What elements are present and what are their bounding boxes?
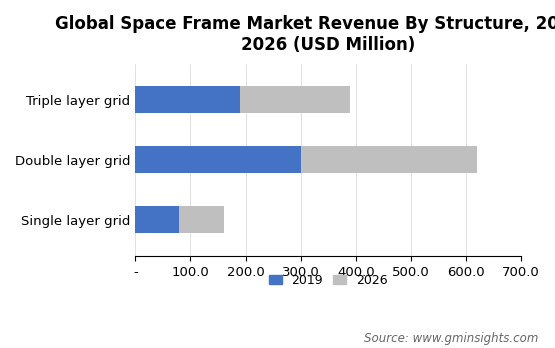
Bar xyxy=(135,206,179,234)
Title: Global Space Frame Market Revenue By Structure, 2019 &
2026 (USD Million): Global Space Frame Market Revenue By Str… xyxy=(55,15,555,54)
Bar xyxy=(135,86,240,113)
Bar xyxy=(179,206,224,234)
Text: Source: www.gminsights.com: Source: www.gminsights.com xyxy=(364,332,538,345)
Bar xyxy=(240,86,350,113)
Bar xyxy=(135,146,301,173)
Legend: 2019, 2026: 2019, 2026 xyxy=(264,269,392,292)
Bar xyxy=(301,146,477,173)
